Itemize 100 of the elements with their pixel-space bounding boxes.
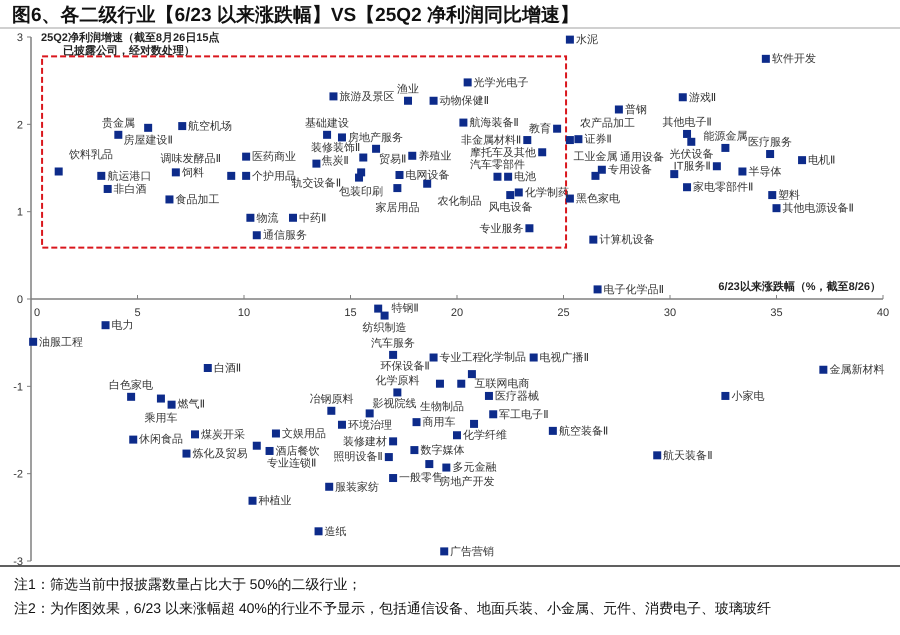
annotation: 房地产服务 — [348, 130, 403, 144]
annotation: 工业金属 — [573, 150, 618, 164]
annotation: 调味发酵品Ⅱ — [160, 152, 222, 166]
x-tick-label: 20 — [450, 307, 464, 319]
y-tick-label: 3 — [16, 32, 23, 44]
annotation: 航运港口 — [107, 169, 152, 182]
annotation: 普钢 — [624, 102, 647, 116]
annotation: 基础建设 — [305, 116, 350, 130]
annotation: 塑料 — [778, 188, 800, 202]
annotation: 物流 — [256, 211, 278, 224]
annotation: 其他电子Ⅱ — [662, 115, 712, 128]
annotation: 医疗器械 — [494, 389, 539, 402]
annotation: 通用设备 — [620, 150, 664, 164]
annotation: 电网设备 — [405, 168, 450, 182]
annotation: 医药商业 — [252, 150, 296, 164]
annotation: 能源金属 — [703, 129, 748, 142]
annotation: 水泥 — [576, 33, 598, 46]
annotation: 计算机设备 — [599, 233, 654, 246]
annotation: 装修装饰Ⅱ — [310, 141, 360, 154]
x-tick-label: 40 — [876, 307, 890, 319]
chart-title: 图6、各二级行业【6/23 以来涨跌幅】VS【25Q2 净利润同比增速】 — [12, 4, 579, 26]
annotation: 多元金融 — [452, 462, 496, 474]
annotation: 贸易Ⅱ — [379, 152, 406, 166]
annotation: 焦炭Ⅱ — [321, 154, 349, 167]
annotation: 白色家电 — [109, 378, 154, 392]
annotation: 家居用品 — [375, 200, 420, 214]
annotation: 互联网电商 — [474, 377, 530, 390]
annotation: 包装印刷 — [339, 185, 384, 198]
annotation: IT服务Ⅱ — [674, 160, 711, 172]
annotation: 金属新材料 — [829, 363, 884, 376]
annotation: 饮料乳品 — [68, 148, 113, 161]
annotation: 房屋建设Ⅱ — [123, 133, 173, 146]
annotation: 燃气Ⅱ — [178, 398, 205, 411]
annotation: 专业工程 — [440, 351, 484, 364]
y-tick-label: 2 — [16, 119, 23, 132]
annotation: 其他电源设备Ⅱ — [782, 202, 854, 215]
annotation: 航天装备Ⅱ — [663, 448, 713, 462]
annotation: 专用设备 — [608, 163, 652, 176]
annotation: 软件开发 — [772, 52, 816, 65]
annotation: 冶钢原料 — [309, 392, 354, 406]
annotation: 化学制品 — [482, 350, 526, 364]
annotation: 通信服务 — [262, 228, 307, 242]
annotation: 非金属材料Ⅱ — [460, 134, 522, 147]
annotation: 数字媒体 — [420, 444, 464, 457]
annotation: 航空机场 — [188, 120, 232, 133]
annotation: 食品加工 — [175, 192, 220, 206]
annotation: 造纸 — [324, 524, 347, 538]
y-tick-label: -1 — [13, 381, 23, 394]
annotation: 广告营销 — [450, 544, 494, 558]
annotation: 航空装备Ⅱ — [558, 424, 608, 438]
annotation: 电力 — [112, 318, 134, 332]
y-tick-label: -3 — [13, 556, 23, 568]
y-tick-label: 0 — [16, 294, 23, 306]
x-tick-label: 35 — [770, 307, 783, 319]
annotation: 电子化学品Ⅱ — [604, 282, 664, 296]
annotation: 游戏Ⅱ — [688, 90, 716, 104]
annotation: 中药Ⅱ — [298, 211, 326, 224]
annotation: 教育 — [529, 122, 552, 136]
x-tick-label: 5 — [134, 307, 141, 319]
annotation: 养殖业 — [418, 149, 452, 162]
x-tick-label: 0 — [34, 307, 40, 319]
annotation: 专业服务 — [479, 222, 524, 235]
annotation: 影视院线 — [372, 396, 417, 410]
annotation: 酒店餐饮 — [276, 444, 320, 458]
annotation: 摩托车及其他 — [470, 146, 536, 159]
x-tick-label: 30 — [664, 307, 676, 319]
annotation: 化学原料 — [375, 374, 420, 387]
annotation: 航海装备Ⅱ — [469, 116, 519, 130]
x-tick-label: 15 — [344, 307, 357, 319]
annotation: 环保设备Ⅱ — [380, 360, 430, 373]
y-tick-label: -2 — [13, 468, 23, 481]
annotation: 小家电 — [731, 389, 764, 402]
annotation: 动物保健Ⅱ — [440, 94, 489, 107]
annotation: 炼化及贸易 — [192, 447, 248, 460]
annotation: 纺织制造 — [362, 321, 407, 334]
annotation: 照明设备Ⅱ — [333, 451, 383, 464]
annotation: 医疗服务 — [748, 136, 792, 149]
annotation: 文娱用品 — [282, 426, 326, 440]
annotation: 装修建材 — [343, 434, 388, 448]
annotation: 服装家纺 — [335, 480, 380, 494]
annotation: 农化制品 — [437, 194, 482, 208]
annotation: 半导体 — [748, 164, 782, 178]
annotation: 军工电子Ⅱ — [499, 408, 549, 421]
annotation: 旅游及景区 — [339, 90, 394, 103]
annotation: 渔业 — [397, 82, 420, 96]
annotation: 饲料 — [180, 166, 204, 179]
annotation: 房地产开发 — [440, 474, 495, 488]
annotation: 光伏设备 — [669, 147, 714, 160]
annotation: 汽车服务 — [371, 336, 416, 350]
y-tick-label: 1 — [16, 206, 23, 219]
annotation: 白酒Ⅱ — [214, 361, 242, 374]
annotation: 油服工程 — [39, 335, 84, 348]
annotation: 煤炭开采 — [201, 428, 246, 441]
y-axis-title: 25Q2净利润增速（截至8月26日15点已披露公司，经对数处理） — [41, 31, 220, 57]
annotation: 种植业 — [258, 494, 292, 508]
annotation: 休闲食品 — [139, 434, 184, 446]
annotation: 农产品加工 — [580, 116, 636, 130]
annotation: 特钢Ⅱ — [391, 302, 419, 315]
annotation: 专业连锁Ⅱ — [266, 456, 316, 470]
annotation: 风电设备 — [488, 200, 532, 214]
